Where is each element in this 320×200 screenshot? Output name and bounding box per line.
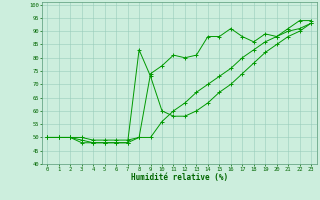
X-axis label: Humidité relative (%): Humidité relative (%) (131, 173, 228, 182)
